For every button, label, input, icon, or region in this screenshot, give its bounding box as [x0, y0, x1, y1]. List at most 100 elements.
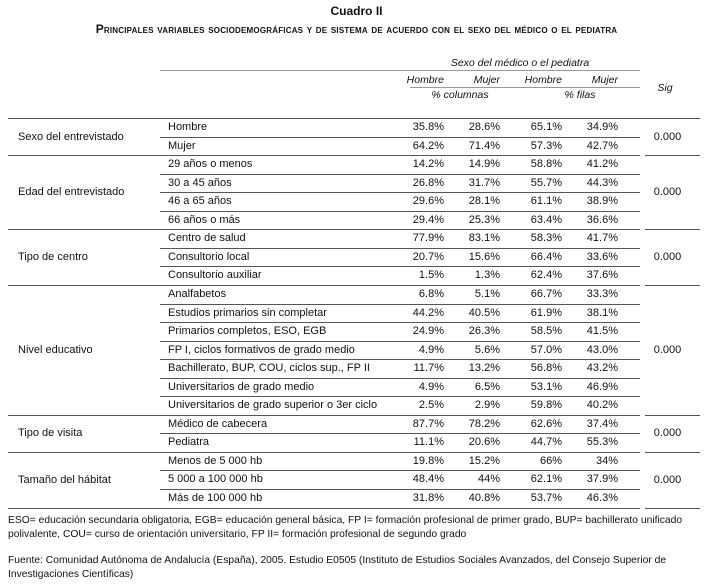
- cell: 5.1%: [474, 287, 500, 300]
- cell: 36.6%: [586, 213, 618, 226]
- rule: [160, 470, 640, 472]
- row-label: Consultorio auxiliar: [168, 269, 262, 282]
- row-label: 5 000 a 100 000 hb: [168, 473, 263, 486]
- cell: 33.3%: [586, 287, 618, 300]
- row-label: Más de 100 000 hb: [168, 492, 263, 504]
- group-label: Edad del entrevistado: [18, 186, 125, 199]
- cell: 37.6%: [586, 269, 618, 282]
- rule: [645, 507, 700, 509]
- cell: 59.8%: [530, 399, 562, 412]
- rule: [160, 377, 640, 379]
- cell: 29.6%: [412, 195, 444, 208]
- row-label: Mujer: [168, 139, 196, 152]
- rule: [645, 284, 700, 286]
- cell: 37.9%: [586, 473, 618, 486]
- cell: 58.5%: [530, 325, 562, 338]
- cell: 38.1%: [586, 306, 618, 319]
- rule: [160, 433, 640, 435]
- rule: [160, 396, 640, 398]
- cell: 55.3%: [586, 436, 618, 449]
- cell: 2.5%: [418, 399, 444, 412]
- cell: 1.5%: [418, 269, 444, 282]
- cell: 56.8%: [530, 362, 562, 375]
- column-header: Mujer: [473, 74, 500, 86]
- cell: 34.9%: [586, 121, 618, 133]
- cell: 40.2%: [586, 399, 618, 412]
- rule: [160, 247, 640, 249]
- column-header: Hombre: [406, 74, 444, 86]
- cell: 42.7%: [586, 139, 618, 152]
- cell: 26.8%: [412, 176, 444, 189]
- cell: 48.4%: [412, 473, 444, 486]
- rule: [160, 340, 640, 342]
- sig: 0.000: [653, 427, 682, 440]
- row-label: 46 a 65 años: [168, 195, 232, 208]
- cell: 41.2%: [586, 158, 618, 171]
- sig-header: Sig: [657, 82, 673, 94]
- cell: 31.7%: [468, 176, 500, 189]
- cell: 19.8%: [412, 454, 444, 467]
- cell: 66.4%: [530, 250, 562, 263]
- cell: 34%: [595, 454, 618, 467]
- cell: 63.4%: [530, 213, 562, 226]
- row-label: Primarios completos, ESO, EGB: [168, 325, 327, 338]
- rule: [160, 192, 640, 194]
- cell: 1.3%: [474, 269, 500, 282]
- subtitle: Principales variables sociodemográficas …: [95, 22, 618, 36]
- sig: 0.000: [653, 473, 682, 486]
- cell: 14.9%: [468, 158, 500, 171]
- title: Cuadro II: [330, 4, 383, 18]
- row-label: Universitarios de grado medio: [168, 380, 315, 393]
- column-header: Hombre: [524, 74, 562, 86]
- rule: [410, 87, 640, 88]
- group-label: Sexo del entrevistado: [18, 130, 124, 143]
- cell: 64.2%: [412, 139, 444, 152]
- rule: [8, 118, 700, 119]
- cell: 44.3%: [586, 176, 618, 189]
- row-label: 66 años o más: [168, 213, 241, 226]
- rule: [160, 359, 640, 361]
- cell: 26.3%: [468, 325, 500, 338]
- rule: [8, 284, 640, 286]
- unit-header: % columnas: [431, 89, 489, 101]
- cell: 43.0%: [586, 343, 618, 356]
- cell: 62.4%: [530, 269, 562, 282]
- note: ESO= educación secundaria obligatoria, E…: [8, 515, 683, 540]
- cell: 35.8%: [412, 121, 444, 133]
- row-label: Médico de cabecera: [168, 417, 268, 430]
- cell: 44.2%: [412, 306, 444, 319]
- cell: 33.6%: [586, 250, 618, 263]
- cell: 2.9%: [474, 399, 500, 412]
- cell: 15.2%: [468, 454, 500, 467]
- cell: 40.8%: [468, 492, 500, 504]
- cell: 28.1%: [468, 195, 500, 208]
- group-label: Tipo de visita: [18, 427, 83, 440]
- rule: [8, 414, 640, 416]
- cell: 24.9%: [412, 325, 444, 338]
- rule: [160, 489, 640, 490]
- rule: [160, 210, 640, 212]
- row-label: FP I, ciclos formativos de grado medio: [168, 343, 355, 356]
- cell: 15.6%: [468, 250, 500, 263]
- cell: 13.2%: [468, 362, 500, 375]
- cell: 66.7%: [530, 287, 562, 300]
- cell: 40.5%: [468, 306, 500, 319]
- cell: 61.9%: [530, 306, 562, 319]
- rule: [160, 322, 640, 324]
- cell: 38.9%: [586, 195, 618, 208]
- cell: 29.4%: [412, 213, 444, 226]
- cell: 55.7%: [530, 176, 562, 189]
- row-label: Centro de salud: [168, 232, 246, 245]
- rule: [645, 414, 700, 416]
- cell: 11.7%: [413, 362, 444, 375]
- cell: 4.9%: [418, 380, 444, 393]
- row-label: Bachillerato, BUP, COU, ciclos sup., FP …: [168, 362, 370, 375]
- cell: 5.6%: [474, 343, 500, 356]
- row-label: Pediatra: [168, 436, 209, 449]
- cell: 41.7%: [586, 232, 618, 245]
- cell: 43.2%: [586, 362, 618, 375]
- rule: [160, 70, 640, 71]
- cell: 53.1%: [530, 380, 562, 393]
- sig: 0.000: [653, 343, 682, 356]
- rule: [8, 507, 640, 509]
